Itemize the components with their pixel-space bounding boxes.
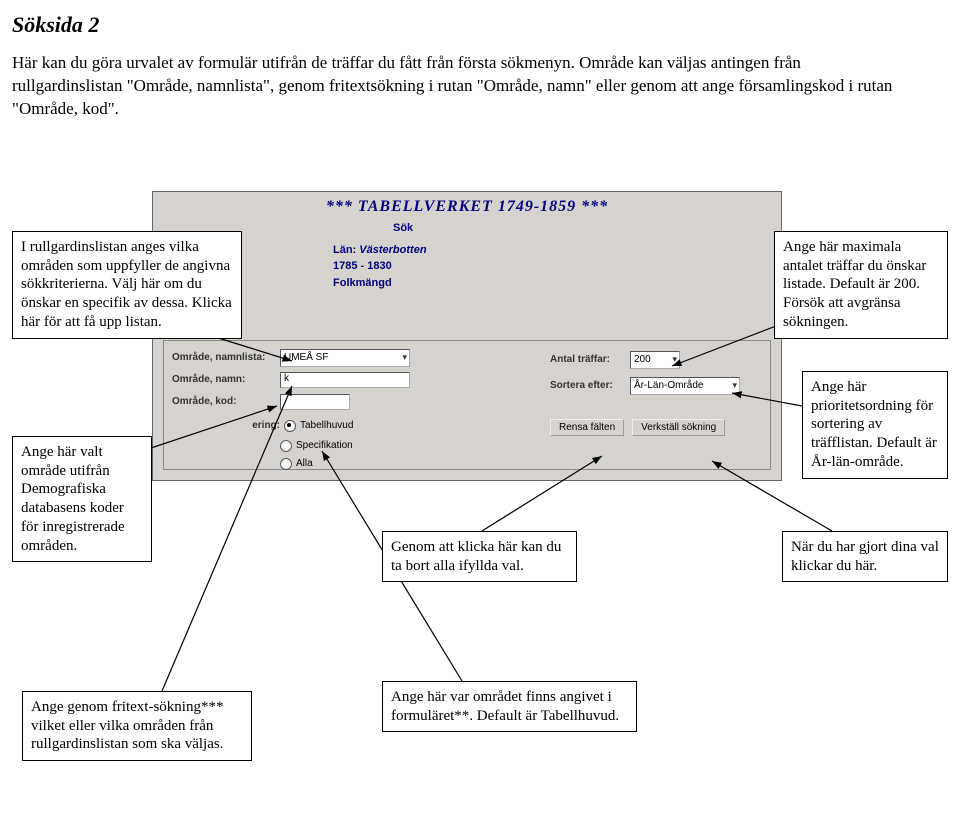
- antal-label: Antal träffar:: [550, 354, 630, 365]
- sortera-value: År-Län-Område: [634, 380, 703, 391]
- radio-tabellhuvud-label: Tabellhuvud: [300, 420, 353, 431]
- antal-select[interactable]: 200: [630, 351, 680, 369]
- meta-block: Län: Västerbotten 1785 - 1830 Folkmängd: [333, 242, 781, 292]
- callout-verkstall: När du har gjort dina val klickar du här…: [782, 531, 948, 583]
- omrade-kod-label: Område, kod:: [172, 396, 280, 407]
- radio-specifikation-label: Specifikation: [296, 440, 353, 451]
- omrade-namnlista-label: Område, namnlista:: [172, 352, 280, 363]
- callout-fritext: Ange genom fritext-sökning*** vilket ell…: [22, 691, 252, 761]
- form-right-column: Antal träffar: 200 Sortera efter: År-Län…: [550, 347, 760, 441]
- placering-label: ering:: [172, 420, 284, 431]
- omrade-namnlista-value: UMEÅ SF: [284, 352, 328, 363]
- radio-alla[interactable]: [280, 458, 292, 470]
- sok-label: Sök: [393, 222, 781, 234]
- intro-paragraph: Här kan du göra urvalet av formulär utif…: [12, 52, 912, 121]
- antal-value: 200: [634, 354, 651, 365]
- omrade-namn-label: Område, namn:: [172, 374, 280, 385]
- diagram-canvas: *** TABELLVERKET 1749-1859 *** Sök Län: …: [12, 161, 948, 811]
- omrade-namn-input[interactable]: k: [280, 372, 410, 388]
- callout-sortera: Ange här prioritetsordning för sortering…: [802, 371, 948, 479]
- omrade-kod-input[interactable]: [280, 394, 350, 410]
- sortera-select[interactable]: År-Län-Område: [630, 377, 740, 395]
- years-value: 1785 - 1830: [333, 258, 781, 275]
- sortera-label: Sortera efter:: [550, 380, 630, 391]
- callout-antal: Ange här maximala antalet träffar du öns…: [774, 231, 948, 339]
- search-form: Område, namnlista: UMEÅ SF Område, namn:…: [163, 340, 771, 470]
- rensa-button[interactable]: Rensa fälten: [550, 419, 624, 436]
- app-header: *** TABELLVERKET 1749-1859 ***: [153, 192, 781, 218]
- omrade-namn-value: k: [284, 373, 289, 384]
- subject-value: Folkmängd: [333, 275, 781, 292]
- page-title: Söksida 2: [12, 12, 948, 38]
- callout-rensa: Genom att klicka här kan du ta bort alla…: [382, 531, 577, 583]
- callout-rullgardin: I rullgardinslistan anges vilka områden …: [12, 231, 242, 339]
- radio-specifikation[interactable]: [280, 440, 292, 452]
- omrade-namnlista-select[interactable]: UMEÅ SF: [280, 349, 410, 367]
- radio-tabellhuvud[interactable]: [284, 420, 296, 432]
- lan-label: Län:: [333, 244, 356, 256]
- radio-alla-label: Alla: [296, 458, 313, 469]
- callout-placering: Ange här var området finns angivet i for…: [382, 681, 637, 733]
- verkstall-button[interactable]: Verkställ sökning: [632, 419, 725, 436]
- lan-value: Västerbotten: [359, 244, 426, 256]
- screenshot-panel: *** TABELLVERKET 1749-1859 *** Sök Län: …: [152, 191, 782, 481]
- callout-kod: Ange här valt område utifrån Demografisk…: [12, 436, 152, 563]
